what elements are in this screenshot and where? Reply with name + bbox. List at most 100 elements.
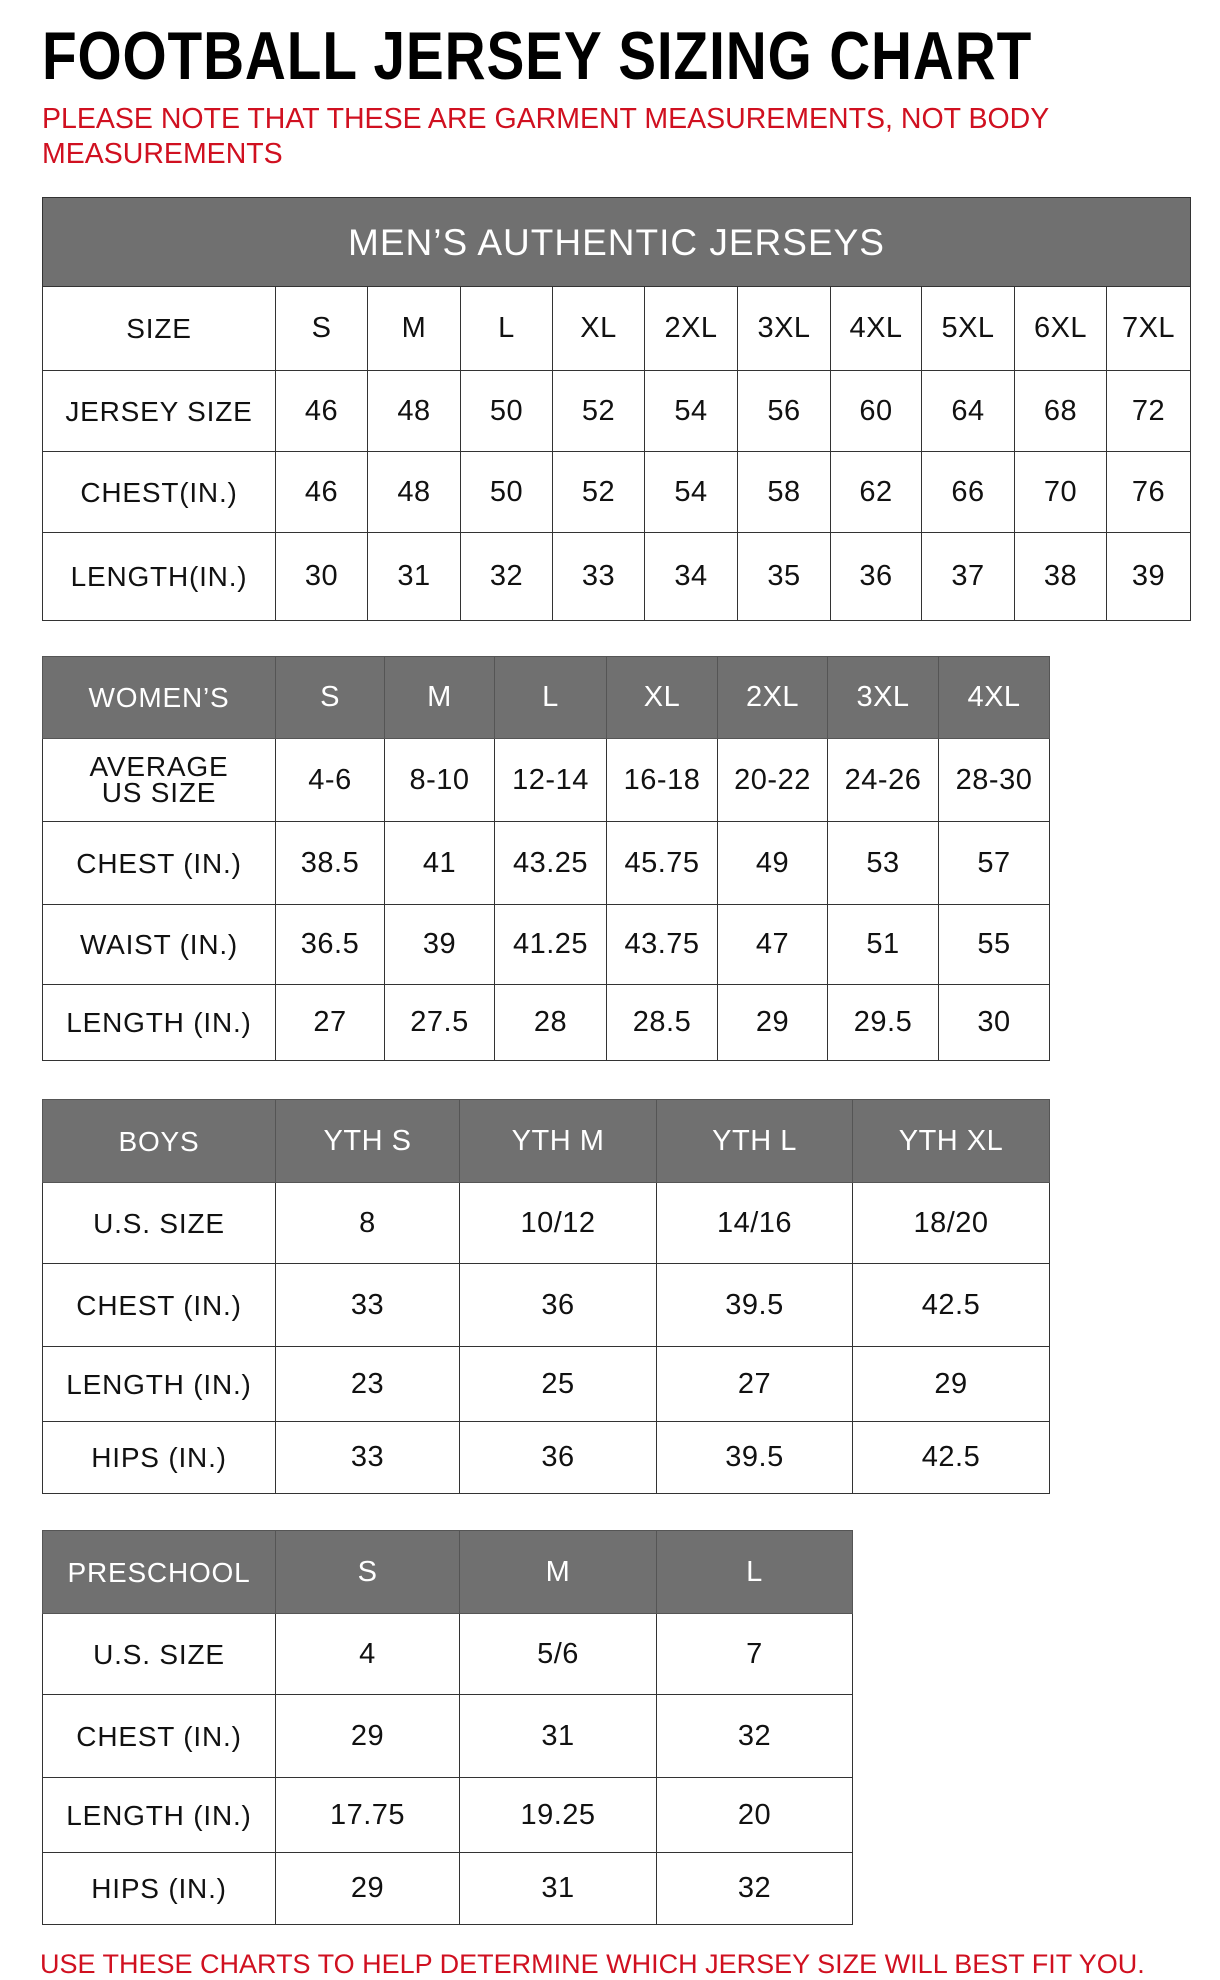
table-cell: 76 xyxy=(1105,451,1192,533)
table-cell: 50 xyxy=(460,451,553,533)
column-header: 6XL xyxy=(1014,286,1107,371)
table-cell: 27.5 xyxy=(384,984,495,1061)
table-cell: 55 xyxy=(938,904,1050,985)
table-cell: 27 xyxy=(656,1346,853,1422)
table-cell: 20-22 xyxy=(717,738,828,822)
table-cell: 8-10 xyxy=(384,738,495,822)
table-cell: 47 xyxy=(717,904,828,985)
table-header-row: PRESCHOOL S M L xyxy=(42,1530,853,1614)
column-header: PRESCHOOL xyxy=(42,1530,276,1614)
table-cell: 29 xyxy=(852,1346,1050,1422)
table-cell: 68 xyxy=(1014,370,1107,452)
table-row: JERSEY SIZE 46 48 50 52 54 56 60 64 68 72 xyxy=(42,370,1192,452)
column-header: YTH M xyxy=(459,1099,657,1183)
table-cell: 10/12 xyxy=(459,1182,657,1264)
table-cell: 42.5 xyxy=(852,1421,1050,1494)
column-header: WOMEN’S xyxy=(42,656,276,739)
row-label: LENGTH(IN.) xyxy=(42,532,276,621)
table-cell: 42.5 xyxy=(852,1263,1050,1347)
column-header: 4XL xyxy=(938,656,1050,739)
column-header: L xyxy=(460,286,553,371)
table-cell: 14/16 xyxy=(656,1182,853,1264)
table-cell: 36 xyxy=(459,1421,657,1494)
table-cell: 72 xyxy=(1105,370,1192,452)
row-label: CHEST (IN.) xyxy=(42,821,276,905)
table-cell: 43.75 xyxy=(606,904,718,985)
table-cell: 35 xyxy=(737,532,831,621)
row-label: LENGTH (IN.) xyxy=(42,1346,276,1422)
row-label: CHEST (IN.) xyxy=(42,1263,276,1347)
table-row: LENGTH (IN.) 27 27.5 28 28.5 29 29.5 30 xyxy=(42,984,1050,1061)
mens-size-table: MEN’S AUTHENTIC JERSEYS SIZE S M L XL 2XL 3XL 4X… xyxy=(41,197,1192,621)
table-cell: 41.25 xyxy=(494,904,607,985)
table-cell: 12-14 xyxy=(494,738,607,822)
table-cell: 34 xyxy=(644,532,738,621)
column-header: 4XL xyxy=(830,286,922,371)
column-header: 5XL xyxy=(921,286,1015,371)
table-cell: 4 xyxy=(275,1613,460,1695)
table-cell: 32 xyxy=(656,1694,853,1778)
table-cell: 54 xyxy=(644,370,738,452)
table-cell: 27 xyxy=(275,984,385,1061)
column-header: YTH L xyxy=(656,1099,853,1183)
table-cell: 20 xyxy=(656,1777,853,1853)
table-cell: 38.5 xyxy=(275,821,385,905)
table-cell: 36 xyxy=(459,1263,657,1347)
footer-note: USE THESE CHARTS TO HELP DETERMINE WHICH… xyxy=(40,1949,1145,1979)
table-cell: 43.25 xyxy=(494,821,607,905)
column-header: L xyxy=(656,1530,853,1614)
table-cell: 36.5 xyxy=(275,904,385,985)
table-row: HIPS (IN.) 29 31 32 xyxy=(42,1852,853,1925)
table-cell: 4-6 xyxy=(275,738,385,822)
table-cell: 18/20 xyxy=(852,1182,1050,1264)
table-cell: 8 xyxy=(275,1182,460,1264)
table-row: LENGTH (IN.) 23 25 27 29 xyxy=(42,1346,1050,1422)
table-cell: 37 xyxy=(921,532,1015,621)
table-header-row: SIZE S M L XL 2XL 3XL 4XL 5XL 6XL 7XL xyxy=(42,286,1192,371)
table-cell: 24-26 xyxy=(827,738,939,822)
table-cell: 7 xyxy=(656,1613,853,1695)
table-cell: 29 xyxy=(275,1694,460,1778)
row-label: HIPS (IN.) xyxy=(42,1852,276,1925)
table-row: LENGTH (IN.) 17.75 19.25 20 xyxy=(42,1777,853,1853)
table-cell: 45.75 xyxy=(606,821,718,905)
table-cell: 49 xyxy=(717,821,828,905)
row-label: JERSEY SIZE xyxy=(42,370,276,452)
table-cell: 31 xyxy=(459,1694,657,1778)
table-cell: 28.5 xyxy=(606,984,718,1061)
preschool-size-table: PRESCHOOL S M L U.S. SIZE 4 5/6 7 CHEST (IN.) 29 3… xyxy=(42,1530,853,1925)
table-cell: 50 xyxy=(460,370,553,452)
table-row: CHEST(IN.) 46 48 50 52 54 58 62 66 70 76 xyxy=(42,451,1192,533)
table-cell: 56 xyxy=(737,370,831,452)
row-label: HIPS (IN.) xyxy=(42,1421,276,1494)
table-cell: 60 xyxy=(830,370,922,452)
column-header: S xyxy=(275,286,368,371)
table-row: CHEST (IN.) 33 36 39.5 42.5 xyxy=(42,1263,1050,1347)
column-header: 7XL xyxy=(1105,286,1192,371)
table-row: U.S. SIZE 8 10/12 14/16 18/20 xyxy=(42,1182,1050,1264)
table-cell: 53 xyxy=(827,821,939,905)
table-cell: 39.5 xyxy=(656,1421,853,1494)
table-cell: 30 xyxy=(275,532,368,621)
table-cell: 19.25 xyxy=(459,1777,657,1853)
table-cell: 46 xyxy=(275,370,368,452)
table-row: HIPS (IN.) 33 36 39.5 42.5 xyxy=(42,1421,1050,1494)
table-cell: 41 xyxy=(384,821,495,905)
table-cell: 31 xyxy=(367,532,461,621)
table-cell: 52 xyxy=(552,370,645,452)
table-cell: 17.75 xyxy=(275,1777,460,1853)
column-header: XL xyxy=(552,286,645,371)
table-cell: 54 xyxy=(644,451,738,533)
table-cell: 46 xyxy=(275,451,368,533)
table-cell: 48 xyxy=(367,451,461,533)
table-header-row: WOMEN’S S M L XL 2XL 3XL 4XL xyxy=(42,656,1050,739)
table-cell: 29 xyxy=(275,1852,460,1925)
table-cell: 29 xyxy=(717,984,828,1061)
column-header: XL xyxy=(606,656,718,739)
table-cell: 39 xyxy=(384,904,495,985)
table-row: WAIST (IN.) 36.5 39 41.25 43.75 47 51 55 xyxy=(42,904,1050,985)
row-label: LENGTH (IN.) xyxy=(42,984,276,1061)
table-cell: 5/6 xyxy=(459,1613,657,1695)
table-cell: 57 xyxy=(938,821,1050,905)
table-cell: 58 xyxy=(737,451,831,533)
